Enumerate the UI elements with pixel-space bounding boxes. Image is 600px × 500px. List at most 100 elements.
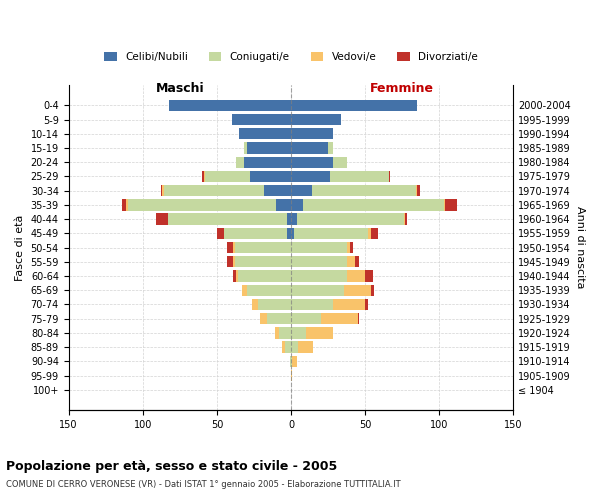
Bar: [291, 114, 341, 125]
Bar: [260, 313, 267, 324]
Bar: [350, 242, 353, 253]
Bar: [405, 214, 407, 225]
Bar: [282, 342, 285, 353]
Bar: [291, 199, 303, 210]
Bar: [203, 171, 205, 182]
Bar: [227, 256, 233, 268]
Bar: [279, 327, 291, 338]
Bar: [306, 327, 332, 338]
Bar: [365, 270, 373, 281]
Bar: [297, 214, 404, 225]
Bar: [236, 270, 238, 281]
Bar: [312, 185, 416, 196]
Bar: [344, 284, 371, 296]
Bar: [244, 156, 291, 168]
Bar: [287, 228, 291, 239]
Bar: [416, 185, 417, 196]
Bar: [290, 356, 291, 367]
Bar: [291, 100, 417, 111]
Bar: [347, 242, 350, 253]
Bar: [320, 313, 358, 324]
Bar: [235, 256, 291, 268]
Bar: [328, 142, 332, 154]
Bar: [244, 142, 247, 154]
Bar: [242, 284, 247, 296]
Bar: [287, 214, 291, 225]
Bar: [294, 228, 368, 239]
Bar: [232, 114, 291, 125]
Bar: [291, 171, 329, 182]
Y-axis label: Anni di nascita: Anni di nascita: [575, 206, 585, 289]
Bar: [205, 171, 250, 182]
Bar: [267, 313, 291, 324]
Bar: [347, 256, 355, 268]
Bar: [291, 242, 347, 253]
Bar: [291, 370, 292, 382]
Bar: [224, 228, 287, 239]
Bar: [291, 327, 306, 338]
Bar: [235, 242, 291, 253]
Bar: [291, 256, 347, 268]
Bar: [247, 142, 291, 154]
Text: Femmine: Femmine: [370, 82, 434, 96]
Text: COMUNE DI CERRO VERONESE (VR) - Dati ISTAT 1° gennaio 2005 - Elaborazione TUTTIT: COMUNE DI CERRO VERONESE (VR) - Dati IST…: [6, 480, 401, 489]
Bar: [291, 214, 297, 225]
Bar: [332, 299, 365, 310]
Bar: [417, 185, 420, 196]
Bar: [162, 185, 164, 196]
Bar: [156, 214, 168, 225]
Bar: [291, 142, 328, 154]
Bar: [233, 256, 235, 268]
Bar: [389, 171, 391, 182]
Bar: [291, 356, 292, 367]
Bar: [291, 156, 332, 168]
Bar: [292, 356, 297, 367]
Text: Maschi: Maschi: [155, 82, 204, 96]
Bar: [275, 327, 279, 338]
Bar: [404, 214, 405, 225]
Bar: [253, 299, 259, 310]
Bar: [358, 313, 359, 324]
Bar: [291, 313, 320, 324]
Bar: [371, 228, 379, 239]
Bar: [329, 171, 389, 182]
Bar: [250, 171, 291, 182]
Text: Popolazione per età, sesso e stato civile - 2005: Popolazione per età, sesso e stato civil…: [6, 460, 337, 473]
Bar: [217, 228, 224, 239]
Bar: [161, 185, 162, 196]
Bar: [276, 199, 291, 210]
Bar: [259, 299, 291, 310]
Bar: [265, 185, 291, 196]
Bar: [291, 128, 332, 140]
Bar: [445, 199, 457, 210]
Bar: [247, 284, 291, 296]
Bar: [169, 100, 291, 111]
Bar: [236, 156, 244, 168]
Bar: [128, 199, 276, 210]
Y-axis label: Fasce di età: Fasce di età: [15, 214, 25, 280]
Legend: Celibi/Nubili, Coniugati/e, Vedovi/e, Divorziati/e: Celibi/Nubili, Coniugati/e, Vedovi/e, Di…: [100, 48, 482, 66]
Bar: [347, 270, 365, 281]
Bar: [444, 199, 445, 210]
Bar: [303, 199, 444, 210]
Bar: [202, 171, 203, 182]
Bar: [285, 342, 291, 353]
Bar: [127, 199, 128, 210]
Bar: [291, 185, 312, 196]
Bar: [368, 228, 371, 239]
Bar: [371, 284, 374, 296]
Bar: [239, 128, 291, 140]
Bar: [291, 228, 294, 239]
Bar: [298, 342, 313, 353]
Bar: [291, 342, 298, 353]
Bar: [164, 185, 265, 196]
Bar: [168, 214, 287, 225]
Bar: [233, 242, 235, 253]
Bar: [291, 284, 344, 296]
Bar: [291, 299, 332, 310]
Bar: [332, 156, 347, 168]
Bar: [233, 270, 236, 281]
Bar: [355, 256, 359, 268]
Bar: [122, 199, 127, 210]
Bar: [365, 299, 368, 310]
